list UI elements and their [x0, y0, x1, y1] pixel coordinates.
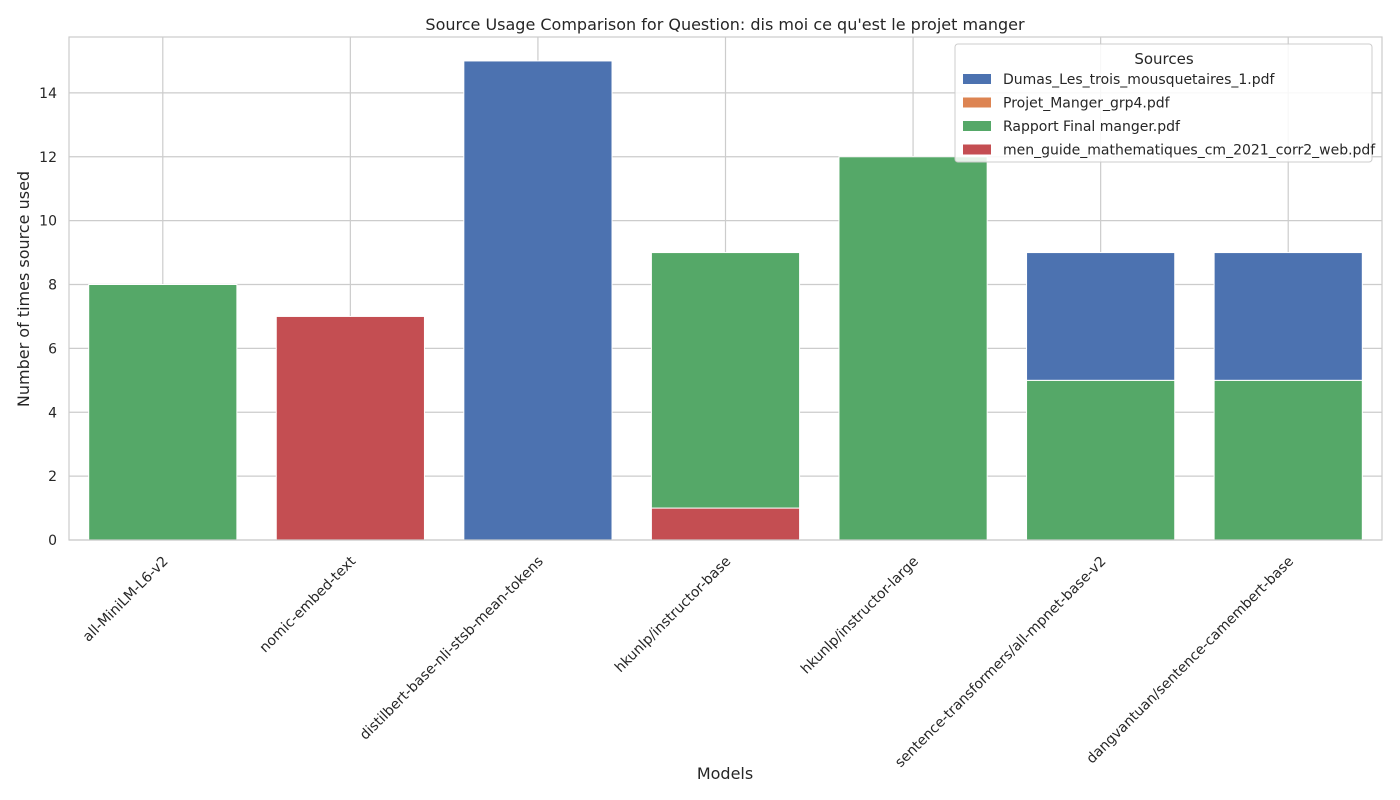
y-tick-label: 8 [48, 278, 57, 294]
bar-segment [275, 315, 425, 541]
y-tick-label: 12 [39, 150, 57, 166]
y-axis-label: Number of times source used [14, 171, 33, 407]
y-tick-label: 14 [39, 86, 57, 102]
legend-label: Dumas_Les_trois_mousquetaires_1.pdf [1003, 72, 1275, 88]
bar-segment [463, 60, 613, 541]
legend-label: Projet_Manger_grp4.pdf [1003, 96, 1171, 112]
bar-segment [88, 284, 238, 541]
bar-segment [650, 507, 801, 541]
y-tick-labels: 0 2 4 6 8 10 12 14 [39, 86, 57, 549]
y-tick-label: 10 [39, 214, 57, 230]
x-axis-label: Models [697, 764, 753, 783]
bar-segment [1026, 379, 1176, 541]
legend-title: Sources [1134, 50, 1194, 68]
legend-swatch [963, 74, 991, 84]
legend-swatch [963, 144, 991, 155]
legend-items: Dumas_Les_trois_mousquetaires_1.pdf Proje… [963, 72, 1376, 159]
legend-swatch [963, 97, 991, 108]
chart-title: Source Usage Comparison for Question: di… [425, 15, 1025, 34]
plot-frame [68, 36, 1383, 541]
y-tick-label: 4 [48, 405, 57, 421]
legend: Sources Dumas_Les_trois_mousquetaires_1.… [954, 43, 1376, 163]
y-tick-label: 2 [48, 469, 57, 485]
bar-segment [1213, 379, 1363, 541]
bar-segment [1026, 252, 1176, 381]
bar-segment [650, 252, 801, 509]
legend-label: men_guide_mathematiques_cm_2021_corr2_we… [1003, 143, 1376, 159]
bars [88, 60, 1363, 541]
y-tick-label: 0 [48, 533, 57, 549]
bar-segment [838, 156, 988, 541]
legend-swatch [963, 121, 991, 131]
legend-box [954, 43, 1373, 163]
y-tick-label: 6 [48, 341, 57, 357]
legend-label: Rapport Final manger.pdf [1003, 119, 1181, 135]
bar-segment [1213, 252, 1363, 381]
